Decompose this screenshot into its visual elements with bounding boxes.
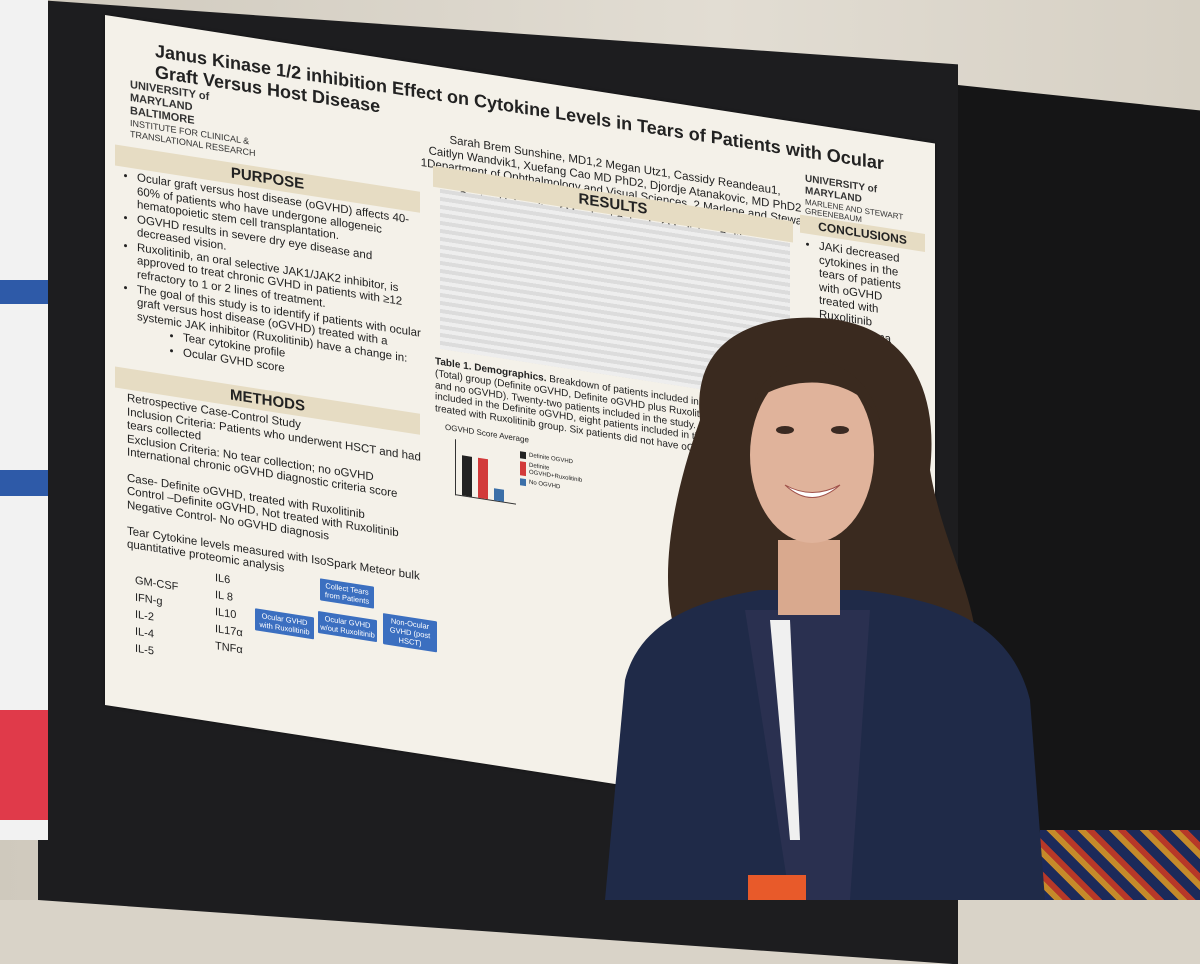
person xyxy=(605,317,1045,900)
neck xyxy=(778,540,840,615)
badge xyxy=(748,875,806,900)
eye xyxy=(776,426,794,434)
fringe xyxy=(755,361,880,420)
lanyard xyxy=(770,620,800,840)
eye xyxy=(831,426,849,434)
carpet xyxy=(1040,830,1200,900)
smile xyxy=(784,484,841,498)
face xyxy=(750,367,874,543)
photo: Janus Kinase 1/2 inhibition Effect on Cy… xyxy=(0,0,1200,900)
neighbor-poster xyxy=(0,0,48,840)
